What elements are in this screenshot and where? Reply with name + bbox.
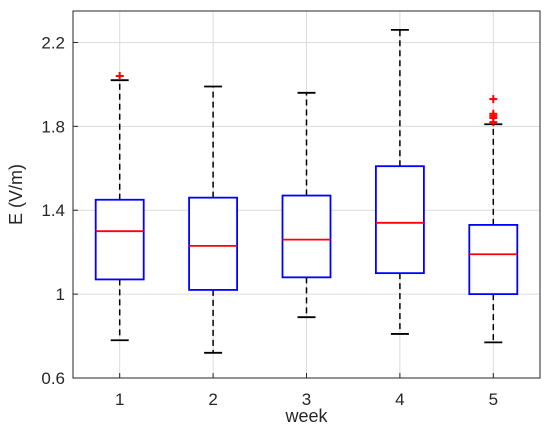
y-tick-label: 1.8 bbox=[41, 117, 65, 136]
iqr-box bbox=[281, 194, 332, 279]
y-tick-label: 1 bbox=[56, 285, 65, 304]
iqr-box bbox=[188, 196, 239, 291]
box-week-3 bbox=[281, 91, 332, 319]
outlier-marker bbox=[115, 72, 124, 81]
x-tick-label: 5 bbox=[489, 390, 498, 409]
x-tick-label: 1 bbox=[115, 390, 124, 409]
outlier-marker bbox=[489, 109, 498, 118]
x-axis-title: week bbox=[284, 406, 328, 426]
y-tick-label: 1.4 bbox=[41, 201, 65, 220]
outlier-marker bbox=[489, 95, 498, 104]
tick-layer: 0.6 1 1.4 1.8 2.2 1 2 3 4 5 bbox=[41, 33, 498, 409]
y-axis-title: E (V/m) bbox=[6, 164, 26, 225]
box-layer bbox=[94, 28, 519, 354]
box-week-2 bbox=[188, 85, 239, 354]
iqr-box bbox=[468, 224, 519, 296]
y-tick-label: 2.2 bbox=[41, 33, 65, 52]
box-week-5 bbox=[468, 95, 519, 344]
x-tick-label: 4 bbox=[395, 390, 404, 409]
y-tick-label: 0.6 bbox=[41, 369, 65, 388]
iqr-box bbox=[374, 165, 425, 275]
box-week-4 bbox=[374, 28, 425, 335]
x-tick-label: 3 bbox=[302, 390, 311, 409]
box-week-1 bbox=[94, 72, 145, 342]
x-tick-label: 2 bbox=[208, 390, 217, 409]
iqr-box bbox=[94, 198, 145, 281]
